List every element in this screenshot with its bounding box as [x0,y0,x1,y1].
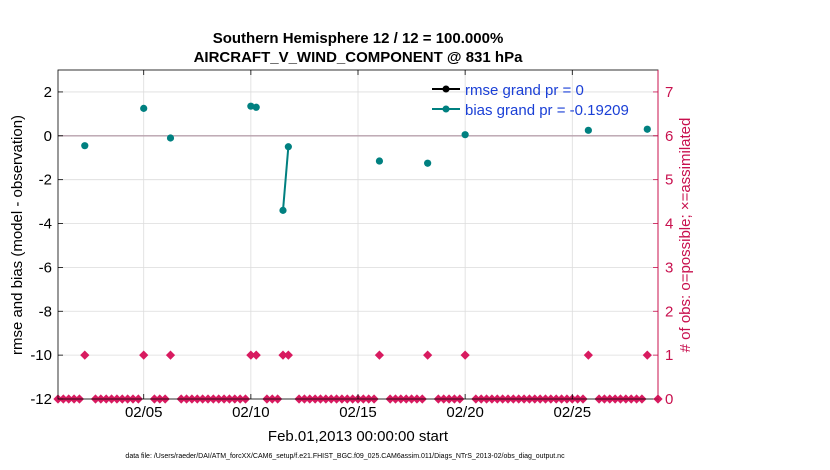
left-tick-label: -4 [39,216,52,233]
x-axis-ticks: 02/05 02/10 02/15 02/20 02/25 [125,70,591,421]
obs-marker-one [460,350,470,360]
right-tick-label: 1 [665,347,673,364]
obs-marker-one [251,350,261,360]
legend-bias-marker [442,105,450,113]
bias-point [424,159,432,167]
bias-series [81,102,651,214]
y-axis-label-left: rmse and bias (model - observation) [9,115,26,355]
left-tick-label: -8 [39,303,52,320]
bias-point [584,126,592,134]
bias-point [140,104,148,112]
legend-bias-label: bias grand pr = -0.19209 [465,102,629,119]
right-axis-ticks: 0 1 2 3 4 5 6 7 [653,70,673,408]
data-file-footnote: data file: /Users/raeder/DAI/ATM_forcXX/… [125,453,565,460]
bias-point [461,131,469,139]
left-tick-label: 2 [44,84,52,101]
x-tick-label: 02/15 [339,404,377,421]
obs-marker-one [642,350,652,360]
left-tick-label: -12 [30,391,52,408]
obs-marker-one [423,350,433,360]
bias-point [252,103,260,111]
bias-point [375,157,384,165]
x-axis-label: Feb.01,2013 00:00:00 start [268,428,449,445]
left-tick-label: 0 [44,128,52,145]
x-tick-label: 02/10 [232,404,270,421]
bias-point [279,206,287,214]
y-axis-label-right: # of obs: o=possible; ×=assimilated [677,118,694,353]
bias-point [284,143,292,151]
chart-title-line-1: Southern Hemisphere 12 / 12 = 100.000% [213,30,504,47]
obs-marker-one [139,350,149,360]
obs-marker-one [583,350,593,360]
bias-point [81,142,89,150]
right-tick-label: 4 [665,216,673,233]
bias-point [166,134,175,142]
bias-point [247,102,255,110]
obs-marker-one [80,350,90,360]
legend-rmse-label: rmse grand pr = 0 [465,82,584,99]
obs-marker-one [165,350,176,360]
left-tick-label: -6 [39,259,52,276]
left-axis-ticks: 2 0 -2 -4 -6 -8 -10 -12 [30,84,63,408]
x-tick-label: 02/25 [554,404,592,421]
legend: rmse grand pr = 0 bias grand pr = -0.192… [432,82,629,119]
legend-rmse-marker [442,85,450,93]
left-tick-label: -10 [30,347,52,364]
bias-line-segment [282,146,290,211]
right-tick-label: 5 [665,172,673,189]
right-tick-label: 3 [665,259,673,276]
right-tick-label: 0 [665,391,673,408]
left-tick-label: -2 [39,172,52,189]
right-tick-label: 2 [665,303,673,320]
chart-title-line-2: AIRCRAFT_V_WIND_COMPONENT @ 831 hPa [194,49,524,66]
obs-marker-one [374,350,385,360]
right-tick-label: 7 [665,84,673,101]
right-tick-label: 6 [665,128,673,145]
x-tick-label: 02/20 [446,404,484,421]
x-tick-label: 02/05 [125,404,163,421]
bias-point [643,125,651,133]
obs-marker-one [283,350,293,360]
